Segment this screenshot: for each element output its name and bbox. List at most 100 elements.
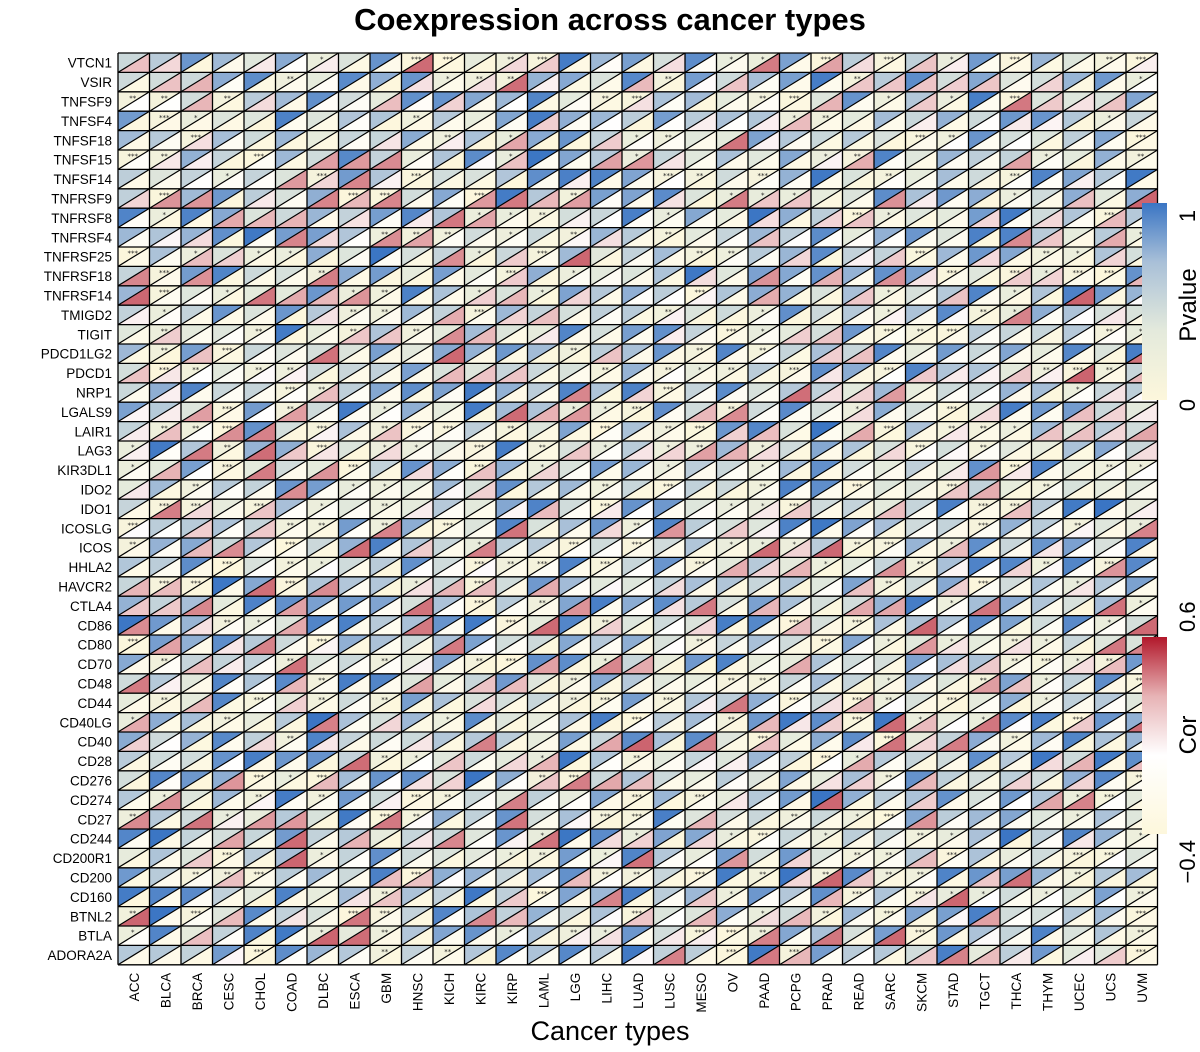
heatmap-cell	[212, 52, 245, 73]
heatmap-cell: **	[369, 518, 402, 539]
significance-stars: ***	[915, 444, 926, 452]
heatmap-cell	[621, 673, 654, 694]
heatmap-cell	[684, 498, 717, 520]
heatmap-cell: ***	[621, 91, 654, 112]
heatmap-cell	[810, 382, 843, 403]
heatmap-cell	[1125, 91, 1158, 112]
cell-diagonal	[432, 168, 465, 190]
significance-stars: *	[761, 308, 765, 316]
heatmap-cell	[1062, 285, 1095, 306]
cell-diagonal	[684, 227, 717, 248]
heatmap-cell: **	[747, 343, 780, 364]
heatmap-cell: ***	[653, 692, 686, 714]
significance-stars: **	[665, 308, 673, 316]
cell-diagonal	[558, 459, 591, 481]
cell-diagonal	[1031, 285, 1064, 306]
heatmap-cell	[779, 595, 812, 617]
cell-diagonal	[716, 401, 749, 423]
heatmap-cell	[117, 362, 150, 384]
cell-diagonal	[180, 130, 213, 151]
cell-diagonal	[275, 459, 308, 481]
significance-stars: ***	[915, 250, 926, 258]
heatmap-cell	[590, 459, 623, 481]
heatmap-cell	[369, 324, 402, 345]
heatmap-cell	[558, 362, 591, 384]
heatmap-cell	[905, 382, 938, 403]
cell-diagonal	[558, 110, 591, 132]
cell-diagonal	[590, 440, 623, 461]
cell-diagonal	[905, 130, 938, 151]
cell-diagonal	[432, 421, 465, 442]
heatmap-cell	[212, 692, 245, 714]
heatmap-cell: **	[275, 71, 308, 93]
cell-diagonal	[905, 343, 938, 364]
cell-diagonal	[180, 459, 213, 481]
significance-stars: **	[665, 424, 673, 432]
cell-diagonal	[810, 110, 843, 132]
heatmap-cell	[842, 362, 875, 384]
heatmap-cell	[149, 52, 182, 73]
cell-diagonal	[810, 168, 843, 190]
significance-stars: ***	[222, 347, 233, 355]
cell-diagonal	[149, 440, 182, 461]
significance-stars: *	[446, 75, 450, 83]
heatmap-cell	[936, 615, 969, 636]
heatmap-cell	[212, 362, 245, 384]
cell-diagonal	[1062, 207, 1095, 229]
heatmap-cell: ***	[842, 479, 875, 500]
cell-diagonal	[999, 110, 1032, 132]
heatmap-cell	[275, 265, 308, 287]
heatmap-cell: **	[558, 692, 591, 714]
heatmap-cell	[369, 168, 402, 190]
heatmap-cell	[810, 479, 843, 500]
heatmap-cell	[716, 518, 749, 539]
heatmap-cell	[306, 343, 339, 364]
heatmap-cell: *	[747, 459, 780, 481]
cell-diagonal	[401, 110, 434, 132]
heatmap-cell: ***	[117, 518, 150, 539]
heatmap-cell	[338, 576, 371, 597]
cell-diagonal	[401, 52, 434, 73]
significance-stars: ***	[663, 386, 674, 394]
heatmap-cell: *	[810, 149, 843, 170]
heatmap-cell	[684, 149, 717, 170]
heatmap-cell: *	[401, 576, 434, 597]
heatmap-cell: **	[936, 130, 969, 151]
heatmap-cell	[495, 595, 528, 617]
significance-stars: **	[665, 133, 673, 141]
cell-diagonal	[275, 343, 308, 364]
cell-diagonal	[432, 285, 465, 306]
heatmap-cell: **	[369, 304, 402, 326]
heatmap-cell	[873, 110, 906, 132]
heatmap-cell	[779, 440, 812, 461]
heatmap-cell: ***	[243, 692, 276, 714]
heatmap-cell	[401, 556, 434, 578]
cell-diagonal	[243, 91, 276, 112]
cell-diagonal	[464, 498, 497, 520]
significance-stars: **	[728, 250, 736, 258]
heatmap-cell	[117, 653, 150, 675]
cell-diagonal	[464, 304, 497, 326]
heatmap-cell: ***	[1062, 712, 1095, 733]
cell-diagonal	[432, 246, 465, 267]
cell-diagonal	[1062, 227, 1095, 248]
heatmap-cell	[527, 91, 560, 112]
heatmap-cell	[306, 149, 339, 170]
significance-stars: ***	[285, 386, 296, 394]
cell-diagonal	[369, 421, 402, 442]
heatmap-cell: **	[149, 149, 182, 170]
heatmap-cell	[747, 71, 780, 93]
heatmap-cell	[401, 653, 434, 675]
heatmap-cell	[621, 634, 654, 655]
cell-diagonal	[149, 479, 182, 500]
cell-diagonal	[621, 421, 654, 442]
cell-diagonal	[495, 110, 528, 132]
cell-diagonal	[1062, 168, 1095, 190]
heatmap-cell	[401, 304, 434, 326]
heatmap-cell	[369, 556, 402, 578]
heatmap-cell	[243, 712, 276, 733]
cell-diagonal	[747, 382, 780, 403]
cell-diagonal	[684, 459, 717, 481]
heatmap-cell	[684, 207, 717, 229]
heatmap-cell	[558, 304, 591, 326]
